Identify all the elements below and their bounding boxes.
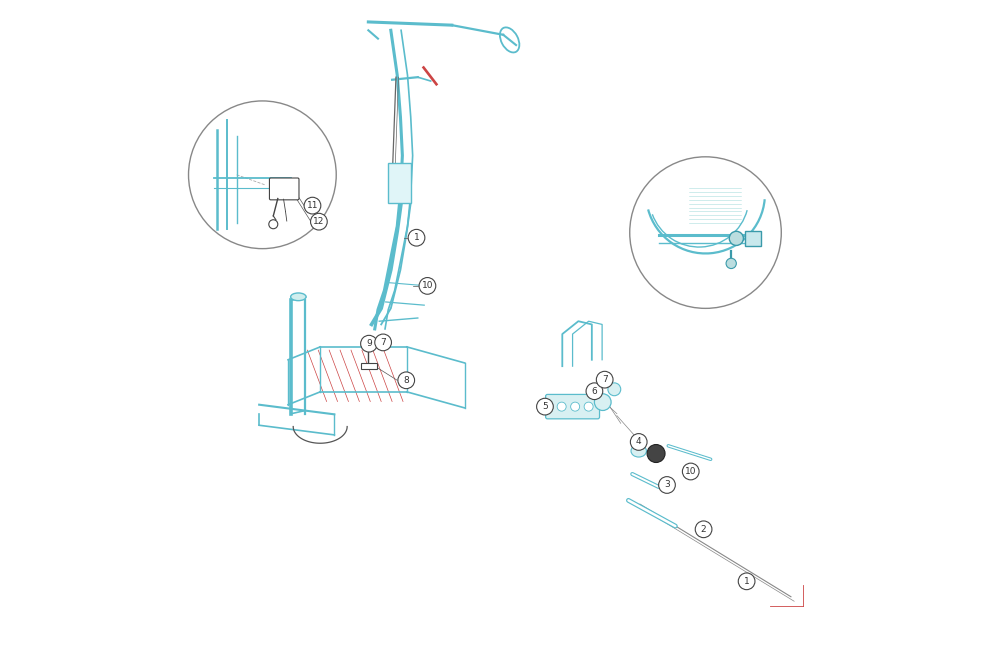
Bar [361, 363, 377, 370]
Circle shape [596, 372, 613, 388]
Circle shape [408, 230, 425, 246]
Text: 11: 11 [307, 201, 318, 210]
Text: 10: 10 [685, 467, 696, 476]
Text: 5: 5 [542, 402, 548, 411]
Text: 4: 4 [636, 437, 642, 446]
Text: 3: 3 [664, 481, 670, 490]
Circle shape [584, 402, 593, 411]
Bar [745, 231, 761, 246]
Text: 12: 12 [313, 217, 325, 226]
Circle shape [419, 277, 436, 294]
Ellipse shape [631, 445, 646, 457]
Circle shape [311, 213, 327, 230]
Circle shape [695, 521, 712, 538]
Circle shape [586, 383, 603, 399]
Circle shape [647, 444, 665, 462]
Circle shape [608, 383, 621, 396]
Circle shape [361, 335, 377, 352]
Circle shape [594, 394, 611, 410]
Circle shape [682, 463, 699, 480]
Text: 1: 1 [414, 233, 419, 243]
Bar [388, 163, 411, 203]
Text: 9: 9 [366, 339, 372, 348]
Circle shape [659, 477, 675, 493]
Text: 10: 10 [422, 281, 433, 290]
Circle shape [304, 197, 321, 214]
Circle shape [571, 402, 580, 411]
Circle shape [557, 402, 566, 411]
Text: 7: 7 [380, 338, 386, 347]
Text: 1: 1 [744, 577, 749, 586]
Circle shape [726, 258, 736, 268]
Circle shape [537, 398, 553, 415]
Circle shape [729, 232, 743, 246]
Text: 7: 7 [602, 375, 608, 384]
FancyBboxPatch shape [546, 395, 600, 419]
Circle shape [738, 573, 755, 590]
Text: 2: 2 [701, 525, 706, 534]
Circle shape [375, 334, 391, 351]
Circle shape [398, 372, 415, 389]
Circle shape [630, 433, 647, 450]
Text: 8: 8 [403, 376, 409, 385]
Text: 6: 6 [592, 387, 597, 396]
FancyBboxPatch shape [269, 178, 299, 200]
Ellipse shape [291, 293, 306, 301]
